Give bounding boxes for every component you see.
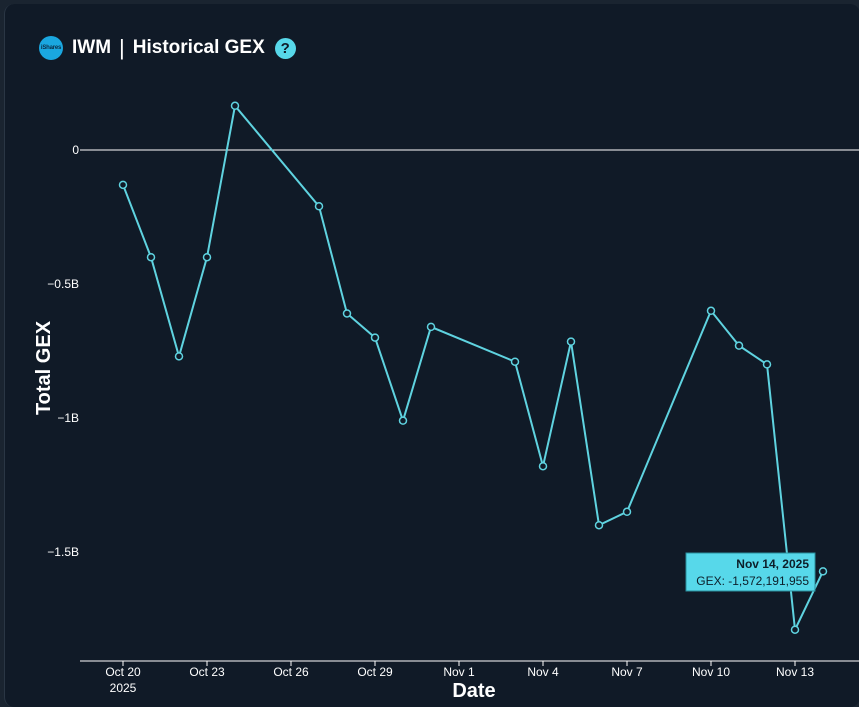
data-point[interactable] [370,333,380,342]
data-point[interactable] [594,520,604,530]
y-tick-label: −1B [57,411,79,425]
chart-header: iShares IWM | Historical GEX ? [39,34,296,62]
data-point[interactable] [706,306,716,316]
x-tick-label: Nov 4 [527,665,559,679]
tooltip-date: Nov 14, 2025 [736,557,809,571]
x-tick-label: Oct 29 [357,665,393,679]
x-tick-label: Nov 7 [611,665,643,679]
title-separator: | [119,35,125,60]
chart-title: Historical GEX [132,37,265,58]
data-point[interactable] [230,101,240,111]
tooltip-box [685,552,816,592]
data-point[interactable] [762,360,772,369]
data-point[interactable] [342,309,352,318]
y-tick-label: −1.5B [47,545,79,559]
x-tick-label: Oct 20 [105,665,141,679]
data-point[interactable] [118,180,128,190]
x-tick-sublabel: 2025 [110,681,137,695]
data-point[interactable] [622,507,632,517]
data-point[interactable] [174,352,184,361]
data-point[interactable] [426,322,436,332]
data-point[interactable] [790,625,800,634]
data-point[interactable] [398,416,408,425]
series-line [122,103,824,634]
x-tick-label: Nov 13 [776,665,814,679]
data-point[interactable] [146,252,156,262]
y-axis-ticks: 0 −0.5B −1B −1.5B [47,143,79,559]
data-point[interactable] [538,461,548,471]
data-points [118,101,828,634]
tooltip-value: GEX: -1,572,191,955 [696,574,809,588]
hover-tooltip: Nov 14, 2025 GEX: -1,572,191,955 [685,552,816,592]
y-tick-label: 0 [72,143,79,157]
x-tick-label: Nov 1 [443,665,475,679]
data-point[interactable] [314,202,324,211]
y-tick-label: −0.5B [47,277,79,291]
data-point[interactable] [510,357,520,366]
help-icon[interactable]: ? [274,37,296,59]
x-tick-label: Nov 10 [692,665,730,679]
data-point[interactable] [202,252,212,262]
ticker-label: IWM [72,37,112,58]
x-axis-ticks: Oct 20 2025 Oct 23 Oct 26 Oct 29 Nov 1 Nov 4 No… [105,661,814,695]
x-tick-label: Oct 23 [189,665,225,679]
y-axis-title: Total GEX [33,320,55,415]
data-point[interactable] [566,337,576,346]
ishares-logo-icon: iShares [39,36,63,60]
x-axis-title: Date [452,680,495,702]
data-point[interactable] [734,341,744,350]
x-tick-label: Oct 26 [273,665,309,679]
data-point[interactable] [818,567,828,576]
